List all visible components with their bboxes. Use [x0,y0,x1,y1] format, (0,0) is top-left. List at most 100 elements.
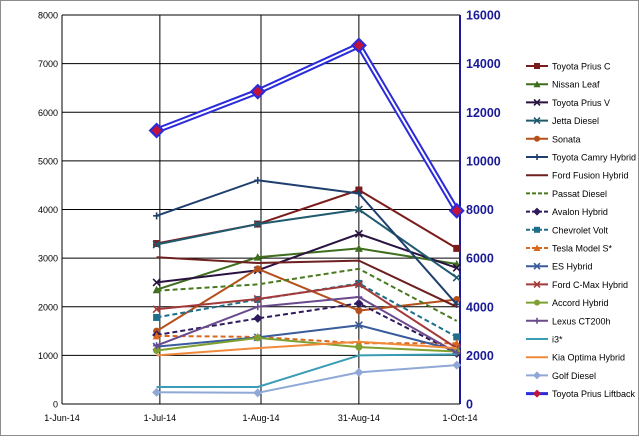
legend-marker [534,299,540,306]
series-line [156,208,458,279]
data-point [354,229,363,238]
x-tick-label: 1-Jun-14 [44,413,80,423]
data-point [355,343,363,351]
y-tick-label: 3000 [38,254,58,264]
axes: 0 1000 2000 3000 4000 5000 6000 7000 8000 1-Jun-1… [38,9,501,424]
x-tick-label: 31-Aug-14 [338,413,380,423]
legend-label: Toyota Prius C [552,62,611,72]
y2-tick-label: 4000 [466,300,494,314]
legend-label: Toyota Camry Hybrid [552,153,636,163]
series-line [156,353,457,388]
legend-entry-5: Toyota Camry Hybrid [526,153,636,163]
data-point [452,339,461,347]
data-point [354,280,363,289]
y2-tick-label: 12000 [466,106,501,120]
y2-tick-label: 10000 [466,154,501,168]
series-17 [152,360,462,398]
legend-marker [533,371,541,380]
data-point [354,205,363,214]
legend-entry-15: i3* [526,335,563,345]
data-point [254,334,262,342]
legend-entry-16: Kia Optima Hybrid [526,353,625,363]
legend-label: Accord Hybrid [552,298,609,308]
x-tick-label: 1-Jul-14 [144,413,177,423]
legend-label: Avalon Hybrid [552,207,608,217]
data-point [355,189,363,197]
legend-entry-14: Lexus CT200h [526,316,611,326]
legend-entry-10: Tesla Model S* [526,244,613,254]
data-point [355,307,363,315]
series-line [156,364,457,394]
legend-label: Ford C-Max Hybrid [552,280,628,290]
legend-entry-9: Chevrolet Volt [526,225,609,235]
legend-entry-17: Golf Diesel [526,371,596,381]
series-line [156,189,458,250]
data-point [254,265,262,273]
y-tick-label: 7000 [38,59,58,69]
series-15 [156,353,457,388]
data-point [152,305,161,314]
y2-tick-label: 0 [466,398,473,412]
y-tick-label: 8000 [38,11,58,21]
y2-tick-label: 16000 [466,9,501,23]
series-line [156,296,458,354]
data-point [152,331,161,340]
legend-label: Jetta Diesel [552,116,599,126]
legend-marker [533,262,541,270]
x-tick-label: 1-Aug-14 [242,413,279,423]
data-point [151,125,162,136]
series-line [156,283,458,349]
series-0 [153,186,461,252]
data-point [152,278,161,287]
series-line [156,267,458,322]
y2-tick-label: 6000 [466,252,494,266]
legend-entry-1: Nissan Leaf [526,80,600,90]
series-12 [152,280,461,353]
series-line [156,256,458,308]
data-point [152,240,161,249]
series-18 [148,37,465,219]
legend-label: Toyota Prius V [552,98,610,108]
y-tick-label: 0 [53,400,58,410]
data-point [153,342,161,350]
y-tick-label: 2000 [38,302,58,312]
legend-label: Nissan Leaf [552,80,600,90]
legend-label: i3* [552,335,563,345]
data-point [153,212,161,220]
series-7 [156,267,458,322]
data-point [153,347,161,355]
series-5 [153,176,461,308]
legend-label: Ford Fusion Hybrid [552,171,629,181]
data-point [253,313,263,323]
legend-entry-7: Passat Diesel [526,189,607,199]
data-point [253,294,262,304]
plot-series [148,37,465,398]
data-point [453,244,461,252]
legend-label: Kia Optima Hybrid [552,353,625,363]
legend-entry-6: Ford Fusion Hybrid [526,171,629,181]
legend: Toyota Prius C Nissan Leaf Toyota Prius V J… [526,62,636,399]
legend-marker [534,135,540,142]
legend-entry-8: Avalon Hybrid [526,207,608,217]
data-point [253,253,262,261]
data-point [452,360,462,370]
legend-label: Golf Diesel [552,371,596,381]
legend-label: Toyota Prius Liftback [552,389,636,399]
legend-marker [533,389,541,398]
y2-tick-label: 14000 [466,57,501,71]
series-line [156,336,457,353]
series-line [156,324,457,352]
legend-marker [534,317,540,324]
data-point [453,333,461,341]
data-point [252,86,263,97]
data-point [354,321,363,330]
series-14 [153,293,461,357]
series-line [156,334,457,345]
data-point [452,263,461,272]
legend-marker [533,280,541,288]
data-point [355,293,363,301]
legend-marker [534,154,540,160]
data-point [452,273,461,282]
legend-label: ES Hybrid [552,262,593,272]
